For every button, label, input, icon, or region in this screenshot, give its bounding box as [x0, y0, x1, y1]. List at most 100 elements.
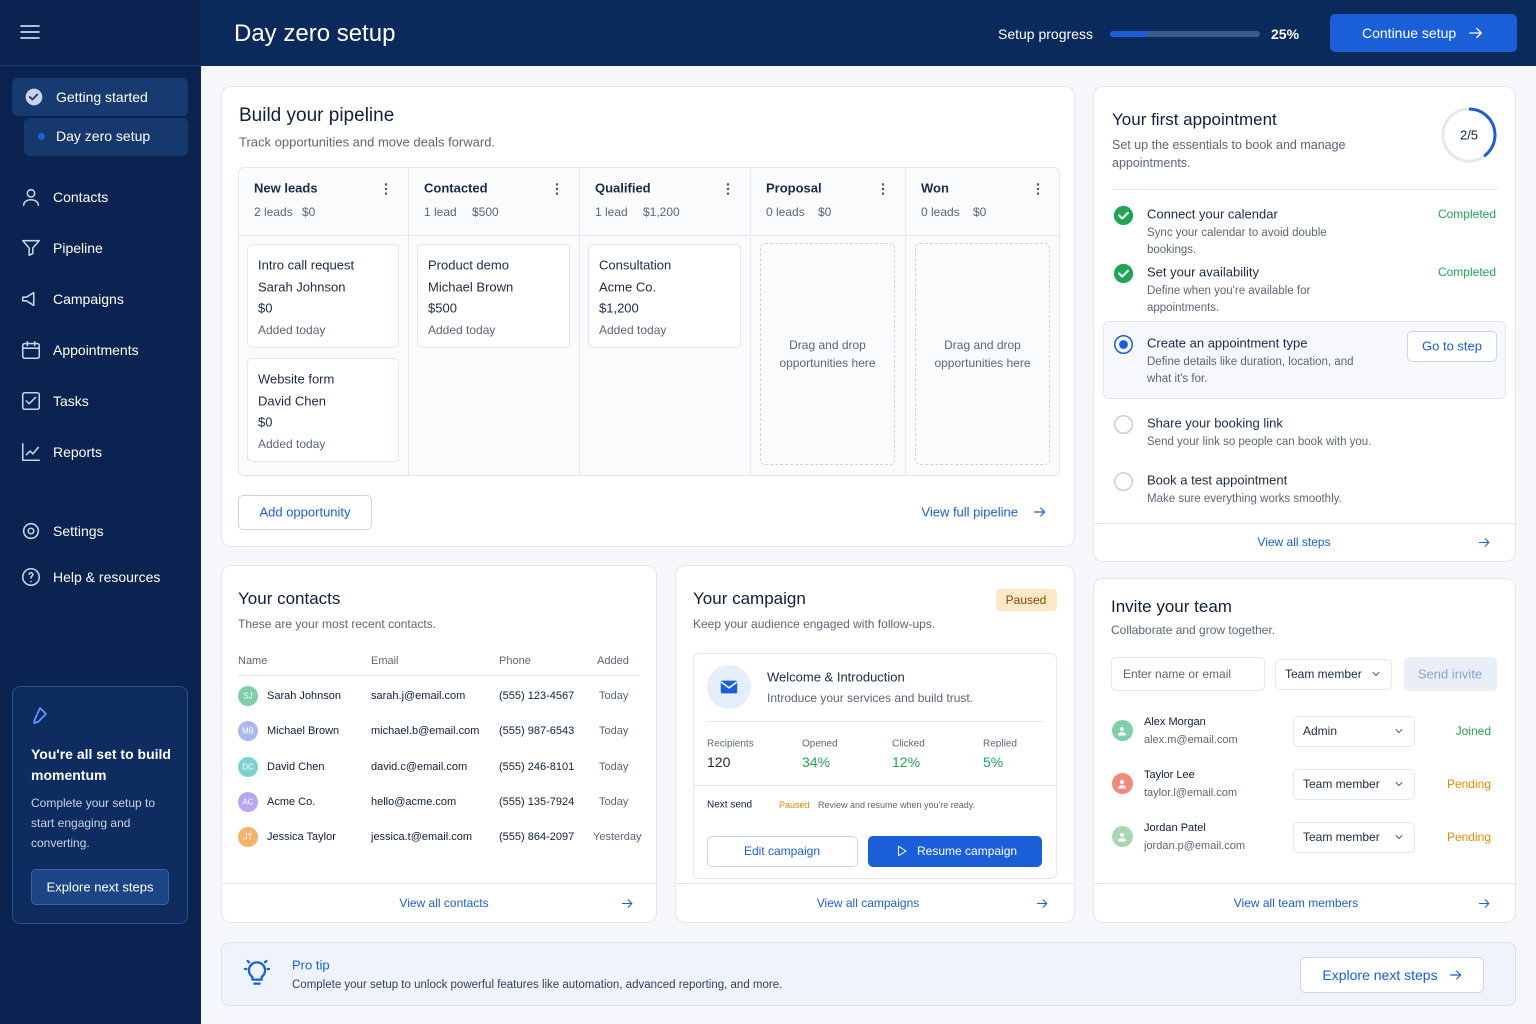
icon-shape	[881, 192, 885, 195]
arrow-icon	[1467, 24, 1485, 42]
button-label[interactable]: Resume campaign	[917, 844, 1018, 858]
card-subtitle: These are your most recent contacts.	[238, 617, 437, 631]
deal-text: Added today	[258, 437, 326, 451]
button-label[interactable]: Send invite	[1417, 666, 1483, 682]
icon-shape	[726, 183, 730, 186]
icon-svg	[1478, 537, 1489, 547]
icon-shape	[21, 567, 41, 587]
nav-label[interactable]: Help & resources	[53, 569, 161, 585]
menu-icon	[18, 20, 42, 44]
button-label[interactable]: Edit campaign	[743, 844, 821, 858]
role-select[interactable]	[1293, 769, 1415, 800]
nav-label[interactable]: Settings	[53, 523, 104, 539]
nav-label[interactable]: Contacts	[53, 189, 109, 205]
icon-svg	[21, 239, 41, 257]
radio-icon	[1113, 471, 1134, 492]
column-count: 2 leads	[254, 205, 293, 219]
nav-label[interactable]: Reports	[53, 444, 103, 460]
ring-svg	[1441, 107, 1497, 163]
icon-shape	[21, 340, 41, 349]
divider	[1094, 523, 1515, 524]
header	[0, 0, 1536, 66]
team-card	[1093, 578, 1516, 923]
deal-text: $0	[258, 414, 273, 430]
promo-button[interactable]	[31, 869, 169, 905]
button-label[interactable]: Explore next steps	[1322, 967, 1438, 983]
cell: (555) 987-6543	[499, 725, 575, 738]
mail-icon	[718, 676, 740, 698]
send-button[interactable]	[1404, 657, 1497, 691]
nav-label[interactable]: Pipeline	[53, 240, 103, 256]
continue-button[interactable]	[1330, 14, 1517, 52]
nav-label[interactable]: Getting started	[56, 89, 148, 105]
link[interactable]: View all team members	[1233, 896, 1359, 910]
add-button[interactable]	[238, 495, 372, 530]
avatar-initials: SJ	[243, 691, 253, 701]
select-label[interactable]: Team member	[1303, 830, 1380, 844]
button-label[interactable]: Explore next steps	[46, 879, 154, 895]
arrow-icon	[1477, 535, 1492, 550]
button-label[interactable]: Continue setup	[1362, 25, 1457, 41]
deal-card[interactable]	[247, 244, 399, 348]
dot	[38, 133, 45, 140]
button-label[interactable]: Go to step	[1422, 338, 1482, 354]
button-label[interactable]: Add opportunity	[259, 504, 351, 520]
cell: hello@acme.com	[371, 795, 457, 808]
icon-shape	[26, 188, 36, 198]
select-label[interactable]: Team member	[1285, 667, 1362, 681]
chevron	[1370, 668, 1382, 680]
divider	[676, 883, 1074, 884]
select-label[interactable]: Team member	[1303, 777, 1380, 791]
icon-shape	[1372, 672, 1380, 676]
nav-label[interactable]: Tasks	[53, 393, 89, 409]
icon-shape	[243, 959, 271, 971]
card-subtitle: Collaborate and grow together.	[1111, 623, 1276, 637]
deal-card[interactable]	[588, 244, 741, 348]
column-divider	[579, 168, 580, 475]
deal-text: Sarah Johnson	[258, 279, 346, 295]
menu-dots	[875, 181, 891, 197]
link[interactable]: View all contacts	[399, 896, 489, 910]
invite-input[interactable]	[1111, 657, 1265, 691]
nav-label[interactable]: Campaigns	[53, 291, 124, 307]
icon-shape	[27, 527, 35, 535]
nav-icon	[20, 237, 42, 259]
link[interactable]: View full pipeline	[921, 504, 1018, 520]
icon-svg	[555, 183, 559, 195]
icon-svg	[1469, 27, 1482, 39]
nav-label[interactable]: Appointments	[53, 342, 139, 358]
link[interactable]: View all campaigns	[816, 896, 920, 910]
card-title: Your campaign	[693, 589, 806, 608]
deal-card[interactable]	[247, 358, 399, 462]
bulb-icon	[241, 957, 273, 989]
cell: (555) 246-8101	[499, 760, 575, 773]
arrow-icon	[1477, 896, 1492, 911]
link[interactable]: View all steps	[1257, 535, 1331, 549]
select-label[interactable]: Admin	[1303, 724, 1338, 738]
arrow-icon	[1035, 896, 1050, 911]
role-select[interactable]	[1275, 659, 1392, 690]
icon-shape	[726, 192, 730, 195]
resume-button[interactable]	[868, 836, 1042, 867]
role-select[interactable]	[1293, 822, 1415, 853]
nav-sub-label[interactable]: Day zero setup	[56, 128, 151, 144]
member-status: Pending	[1446, 777, 1491, 791]
icon-svg	[22, 188, 40, 207]
role-select[interactable]	[1293, 716, 1415, 747]
icon-shape	[1395, 782, 1403, 786]
ring-label: 2/5	[1459, 127, 1479, 143]
icon-shape	[555, 192, 559, 195]
column-count: 0 leads	[766, 205, 805, 219]
divider	[1112, 189, 1498, 190]
deal-card[interactable]	[417, 244, 570, 348]
icon-shape	[21, 291, 35, 307]
icon-shape	[1118, 785, 1126, 789]
step-button[interactable]	[1407, 331, 1497, 362]
nav-sub[interactable]	[24, 118, 188, 156]
icon-svg	[1118, 727, 1126, 736]
icon-shape	[881, 187, 885, 191]
divider	[238, 675, 640, 676]
divider	[222, 883, 656, 884]
icon-svg	[33, 707, 47, 724]
edit-button[interactable]	[707, 836, 858, 867]
